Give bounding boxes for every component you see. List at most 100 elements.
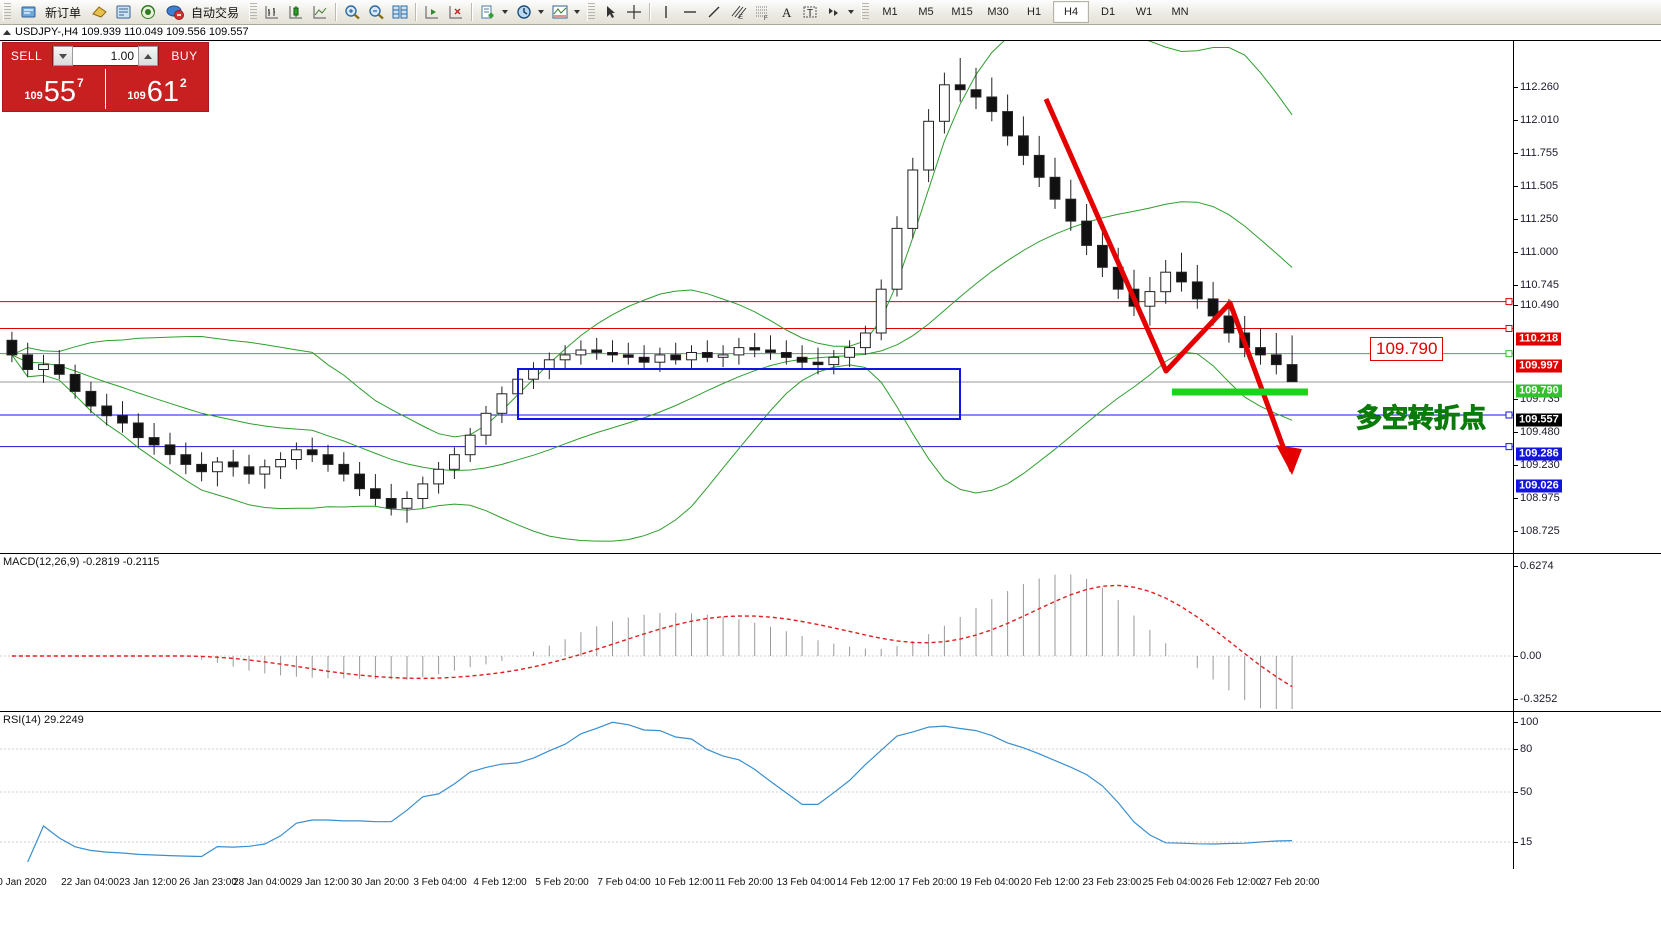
indicators-icon[interactable] <box>550 3 570 21</box>
toolbar-separator-2 <box>415 3 418 21</box>
main-toolbar: 新订单 自动交易 <box>0 0 1661 25</box>
shapes-icon[interactable] <box>824 3 844 21</box>
price-tick-label: 110.745 <box>1520 279 1559 291</box>
price-level-tag-109-790[interactable]: 109.790 <box>1516 384 1562 398</box>
toolbar-grip-4[interactable] <box>861 3 870 21</box>
sell-button[interactable]: SELL <box>10 49 43 63</box>
signal-icon[interactable] <box>138 3 158 21</box>
volume-increase-button[interactable] <box>138 46 158 66</box>
volume-value[interactable]: 1.00 <box>110 49 134 63</box>
new-template-dropdown-icon[interactable] <box>502 10 509 14</box>
symbol-header: USDJPY-,H4 109.939 110.049 109.556 109.5… <box>0 25 1661 39</box>
toolbar-grip[interactable] <box>3 3 11 21</box>
price-tickmark <box>1514 153 1518 154</box>
date-axis-label: 20 Feb 12:00 <box>1020 877 1080 888</box>
data-window-icon[interactable] <box>90 3 110 21</box>
auto-scroll-icon[interactable] <box>446 3 466 21</box>
rsi-tickmark <box>1514 722 1518 723</box>
price-plot-area[interactable] <box>0 41 1514 554</box>
cursor-icon[interactable] <box>600 3 620 21</box>
period-icon[interactable] <box>514 3 534 21</box>
sell-price[interactable]: 109 55 7 <box>3 69 106 109</box>
date-axis-label: 27 Feb 20:00 <box>1260 877 1320 888</box>
text-label-icon[interactable]: T <box>800 3 820 21</box>
svg-text:E: E <box>739 15 743 21</box>
zoom-in-icon[interactable] <box>342 3 362 21</box>
macd-label: MACD(12,26,9) -0.2819 -0.2115 <box>3 556 160 568</box>
zoom-out-icon[interactable] <box>366 3 386 21</box>
price-level-tag-109-286[interactable]: 109.286 <box>1516 447 1562 461</box>
date-axis-label: 19 Feb 04:00 <box>960 877 1020 888</box>
timeframe-button-d1[interactable]: D1 <box>1101 6 1116 18</box>
rsi-label: RSI(14) 29.2249 <box>3 714 84 726</box>
symbol-header-text: USDJPY-,H4 109.939 110.049 109.556 109.5… <box>15 26 249 38</box>
rsi-scale: 100 80 50 15 <box>1513 712 1661 870</box>
chart-grid-icon[interactable] <box>390 3 410 21</box>
vertical-line-icon[interactable] <box>656 3 676 21</box>
rsi-tickmark <box>1514 749 1518 750</box>
shapes-dropdown-icon[interactable] <box>848 10 855 14</box>
price-tick-label: 109.230 <box>1520 459 1560 471</box>
fibonacci-icon[interactable]: F <box>752 3 772 21</box>
price-tick-label: 112.010 <box>1520 114 1559 126</box>
rsi-plot-area[interactable] <box>0 712 1514 870</box>
volume-stepper[interactable]: 1.00 <box>52 46 159 66</box>
new-order-button[interactable]: 新订单 <box>14 1 88 23</box>
crosshair-icon[interactable] <box>624 3 644 21</box>
macd-plot-area[interactable] <box>0 554 1514 711</box>
price-chart-svg <box>0 41 1514 542</box>
indicators-dropdown-icon[interactable] <box>574 10 581 14</box>
navigator-icon[interactable] <box>114 3 134 21</box>
timeframe-button-w1[interactable]: W1 <box>1135 6 1153 18</box>
period-dropdown-icon[interactable] <box>538 10 545 14</box>
buy-price[interactable]: 109 61 2 <box>106 69 208 109</box>
price-level-tag-110-218[interactable]: 110.218 <box>1516 332 1562 346</box>
price-tickmark <box>1514 305 1518 306</box>
date-axis-label: 25 Feb 04:00 <box>1142 877 1202 888</box>
buy-button[interactable]: BUY <box>171 49 198 63</box>
volume-decrease-button[interactable] <box>53 46 73 66</box>
date-axis-label: 26 Jan 23:00 <box>179 877 237 888</box>
macd-tick-label: -0.3252 <box>1520 693 1558 705</box>
trendline-icon[interactable] <box>704 3 724 21</box>
horizontal-line-icon[interactable] <box>680 3 700 21</box>
one-click-trading-panel[interactable]: SELL 1.00 BUY 109 55 7 109 61 2 <box>2 42 209 112</box>
candlestick-chart-icon[interactable] <box>286 3 306 21</box>
collapse-triangle-icon[interactable] <box>3 29 11 35</box>
timeframe-button-mn[interactable]: MN <box>1171 6 1189 18</box>
timeframe-button-h1[interactable]: H1 <box>1027 6 1042 18</box>
price-level-tag-109-026[interactable]: 109.026 <box>1516 479 1562 493</box>
autotrading-button[interactable]: 自动交易 <box>160 1 246 23</box>
rsi-tick-label: 50 <box>1520 786 1533 798</box>
date-axis-label: 5 Feb 20:00 <box>535 877 589 888</box>
date-axis-label: 13 Feb 04:00 <box>776 877 836 888</box>
price-chart-pane[interactable]: 112.260 112.010 111.755 111.505 111.250 111.0… <box>0 40 1661 570</box>
text-icon[interactable]: A <box>776 3 796 21</box>
price-callout-box[interactable]: 109.790 <box>1370 337 1444 361</box>
timeframe-button-m1[interactable]: M1 <box>882 6 898 18</box>
price-tickmark <box>1514 432 1518 433</box>
bar-chart-icon[interactable] <box>262 3 282 21</box>
shift-end-icon[interactable] <box>422 3 442 21</box>
price-level-tag-109-997[interactable]: 109.997 <box>1516 359 1562 373</box>
macd-pane[interactable]: MACD(12,26,9) -0.2819 -0.2115 0.6274 0.00… <box>0 553 1661 712</box>
rsi-tickmark <box>1514 792 1518 793</box>
timeframe-button-m30[interactable]: M30 <box>987 6 1009 18</box>
new-template-icon[interactable] <box>478 3 498 21</box>
macd-tick-label: 0.00 <box>1520 650 1542 662</box>
price-scale[interactable]: 112.260 112.010 111.755 111.505 111.250 111.0… <box>1513 41 1661 570</box>
price-level-tag-109-557[interactable]: 109.557 <box>1516 413 1562 427</box>
price-tick-label: 111.250 <box>1520 213 1559 225</box>
sell-price-prefix: 109 <box>24 90 43 102</box>
buy-price-prefix: 109 <box>127 90 146 102</box>
timeframe-button-h4[interactable]: H4 <box>1053 1 1090 23</box>
timeframe-button-m5[interactable]: M5 <box>918 6 934 18</box>
toolbar-grip-2[interactable] <box>249 3 258 21</box>
timeframe-button-m15[interactable]: M15 <box>951 6 973 18</box>
rsi-pane[interactable]: RSI(14) 29.2249 100 80 50 15 <box>0 711 1661 871</box>
equidistant-channel-icon[interactable]: E <box>728 3 748 21</box>
macd-chart-svg <box>0 574 1514 709</box>
line-chart-icon[interactable] <box>310 3 330 21</box>
toolbar-grip-3[interactable] <box>587 3 596 21</box>
rsi-tick-label: 100 <box>1520 716 1539 728</box>
